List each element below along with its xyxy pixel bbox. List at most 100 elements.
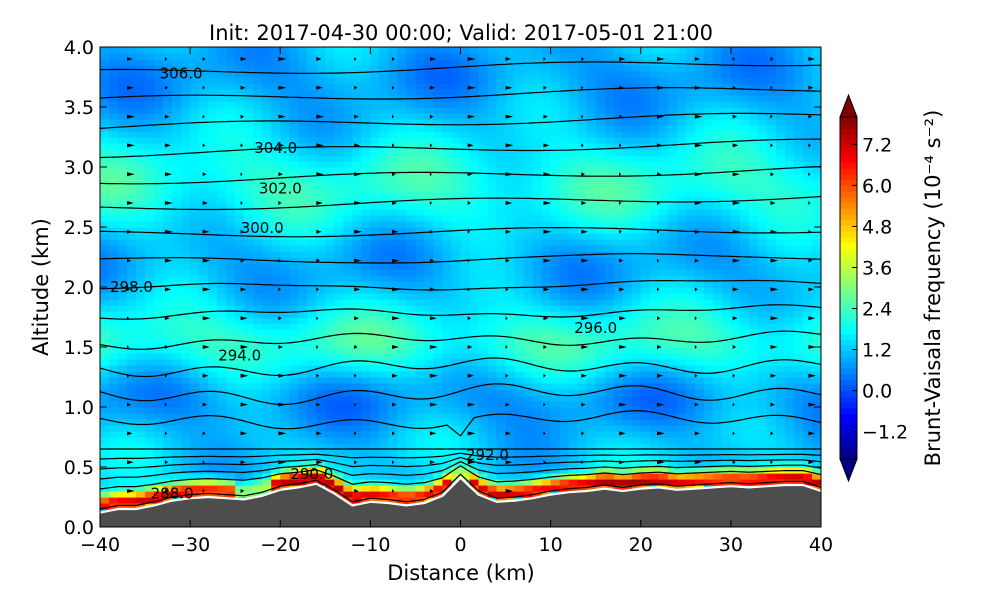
field-cell [235, 263, 245, 270]
field-cell [100, 479, 110, 486]
field-cell [262, 47, 272, 54]
field-cell [604, 305, 615, 312]
field-cell [370, 251, 380, 258]
field-cell [388, 179, 399, 186]
field-cell [478, 491, 489, 498]
field-cell [595, 191, 606, 198]
field-cell [361, 119, 371, 126]
field-cell [280, 389, 290, 396]
field-cell [433, 317, 444, 324]
field-cell [478, 173, 489, 180]
field-cell [415, 47, 426, 54]
field-cell [280, 311, 290, 318]
field-cell [154, 125, 164, 132]
field-cell [451, 65, 462, 72]
field-cell [280, 347, 290, 354]
field-cell [649, 437, 660, 444]
field-cell [154, 473, 164, 480]
field-cell [100, 395, 110, 402]
field-cell [523, 95, 534, 102]
field-cell [100, 53, 110, 60]
field-cell [127, 245, 137, 252]
field-cell [190, 77, 200, 84]
field-cell [244, 191, 254, 198]
field-cell [361, 389, 371, 396]
field-cell [100, 341, 110, 348]
field-cell [271, 179, 281, 186]
field-cell [298, 287, 308, 294]
field-cell [424, 485, 435, 492]
field-cell [478, 167, 489, 174]
field-cell [505, 107, 516, 114]
field-cell [154, 89, 164, 96]
field-cell [658, 311, 669, 318]
field-cell [145, 431, 155, 438]
field-cell [100, 347, 110, 354]
field-cell [406, 107, 417, 114]
field-cell [451, 257, 462, 264]
field-cell [352, 161, 362, 168]
field-cell [208, 227, 218, 234]
field-cell [487, 455, 498, 462]
field-cell [316, 191, 326, 198]
field-cell [226, 257, 236, 264]
field-cell [163, 449, 173, 456]
field-cell [271, 185, 281, 192]
field-cell [559, 191, 570, 198]
field-cell [397, 215, 408, 222]
field-cell [568, 353, 579, 360]
field-cell [577, 179, 588, 186]
field-cell [316, 395, 326, 402]
field-cell [649, 185, 660, 192]
field-cell [163, 305, 173, 312]
field-cell [262, 377, 272, 384]
field-cell [136, 299, 146, 306]
field-cell [316, 215, 326, 222]
field-cell [208, 323, 218, 330]
field-cell [433, 425, 444, 432]
field-cell [631, 137, 642, 144]
field-cell [289, 407, 299, 414]
field-cell [397, 437, 408, 444]
field-cell [577, 389, 588, 396]
field-cell [226, 317, 236, 324]
field-cell [550, 215, 561, 222]
field-cell [397, 485, 408, 492]
field-cell [118, 155, 128, 162]
field-cell [595, 371, 606, 378]
field-cell [523, 485, 534, 492]
field-cell [550, 437, 561, 444]
field-cell [343, 275, 353, 282]
field-cell [406, 143, 417, 150]
field-cell [100, 389, 110, 396]
field-cell [154, 347, 164, 354]
field-cell [325, 389, 335, 396]
field-cell [280, 179, 290, 186]
field-cell [478, 437, 489, 444]
field-cell [154, 335, 164, 342]
field-cell [469, 353, 480, 360]
field-cell [208, 65, 218, 72]
field-cell [532, 449, 543, 456]
field-cell [568, 329, 579, 336]
field-cell [496, 215, 507, 222]
field-cell [577, 215, 588, 222]
field-cell [496, 359, 507, 366]
field-cell [136, 77, 146, 84]
field-cell [334, 89, 344, 96]
field-cell [190, 107, 200, 114]
field-cell [316, 209, 326, 216]
field-cell [523, 359, 534, 366]
field-cell [442, 401, 453, 408]
field-cell [208, 47, 218, 54]
field-cell [136, 95, 146, 102]
field-cell [145, 47, 155, 54]
field-cell [388, 233, 399, 240]
field-cell [379, 401, 389, 408]
field-cell [208, 137, 218, 144]
field-cell [577, 221, 588, 228]
field-cell [217, 59, 227, 66]
field-cell [631, 203, 642, 210]
field-cell [172, 353, 182, 360]
field-cell [316, 281, 326, 288]
